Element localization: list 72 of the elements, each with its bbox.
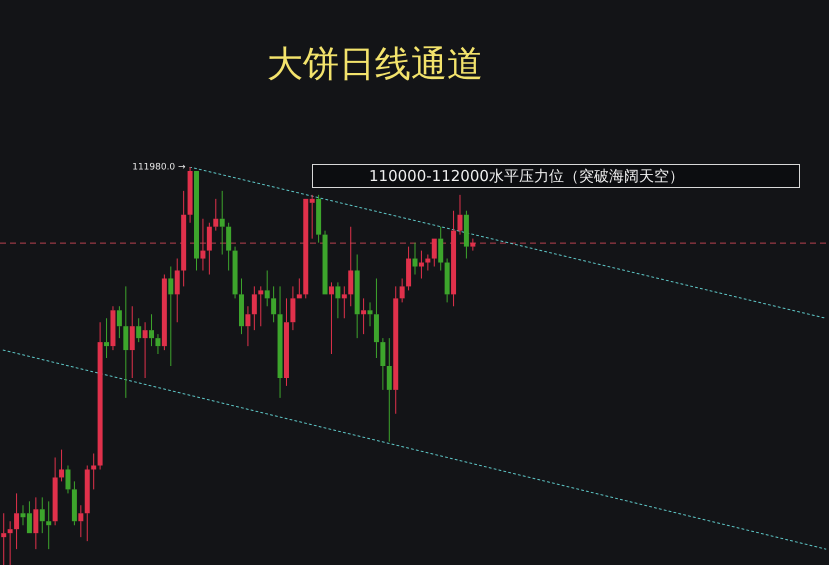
- candlestick: [46, 500, 52, 550]
- candlestick: [368, 302, 373, 327]
- candlestick: [354, 254, 360, 339]
- candlestick: [78, 504, 84, 538]
- candlestick: [188, 166, 193, 224]
- candlestick: [316, 194, 322, 244]
- candlestick: [470, 238, 476, 252]
- candlestick: [104, 318, 110, 359]
- candlestick: [418, 250, 424, 279]
- candlestick: [174, 258, 180, 323]
- candlestick: [278, 286, 283, 398]
- candlestick: [116, 306, 122, 339]
- candlestick: [65, 465, 70, 494]
- candlestick: [342, 286, 347, 319]
- candlestick: [40, 496, 45, 534]
- candlestick: [380, 338, 386, 390]
- candlestick: [91, 453, 96, 490]
- candlestick: [130, 306, 135, 378]
- candlestick: [136, 318, 142, 343]
- candlestick: [457, 194, 462, 236]
- candlestick: [252, 286, 257, 331]
- chart-title: 大饼日线通道: [266, 43, 484, 87]
- candlestick: [438, 226, 444, 271]
- candlestick: [142, 322, 148, 378]
- candlestick: [322, 230, 328, 294]
- candlestick: [444, 258, 450, 303]
- candlestick: [335, 282, 340, 319]
- candlestick: [406, 246, 412, 291]
- candlestick: [59, 449, 64, 482]
- candlestick: [271, 286, 276, 323]
- candlestick: [425, 254, 430, 271]
- candlestick: [264, 270, 270, 307]
- candlestick: [200, 218, 206, 271]
- candlestick: [393, 286, 398, 414]
- candlestick: [245, 306, 250, 347]
- candlestick: [232, 246, 238, 299]
- candlestick: [412, 242, 418, 275]
- candlestick: [374, 278, 379, 359]
- candlestick: [181, 190, 186, 287]
- candlestick: [155, 334, 160, 355]
- candlestick: [168, 266, 174, 366]
- candlestick: [451, 210, 456, 307]
- candlestick: [361, 298, 366, 335]
- annotation: 111980.0 →: [132, 162, 186, 172]
- candlestick: [238, 278, 244, 335]
- candlestick: [296, 278, 302, 298]
- candlestick: [220, 190, 225, 256]
- candlestick: [464, 210, 469, 260]
- candlestick: [258, 286, 264, 327]
- candlestick: [8, 520, 13, 565]
- candlestick: [386, 338, 392, 442]
- candlestick: [149, 314, 154, 347]
- candlestick: [123, 286, 128, 398]
- candlestick: [52, 457, 58, 526]
- candlestick: [98, 322, 103, 470]
- candlestick: [432, 238, 437, 267]
- candlestick: [290, 286, 296, 331]
- candlestick: [213, 198, 218, 232]
- candlestick: [206, 222, 212, 275]
- candlestick: [84, 465, 90, 542]
- candlestick: [14, 492, 20, 550]
- candlestick: [400, 278, 405, 303]
- candlestick: [348, 226, 354, 307]
- candlestick: [284, 298, 289, 386]
- candlestick: [72, 480, 77, 526]
- candlestick: [226, 222, 232, 271]
- candlestick: [110, 306, 116, 351]
- candlestick: [162, 274, 167, 351]
- candlestick: [1, 512, 6, 565]
- candlestick: [328, 282, 334, 355]
- candlestick: [33, 496, 38, 550]
- text-box: 110000-112000水平压力位（突破海阔天空）: [312, 164, 800, 188]
